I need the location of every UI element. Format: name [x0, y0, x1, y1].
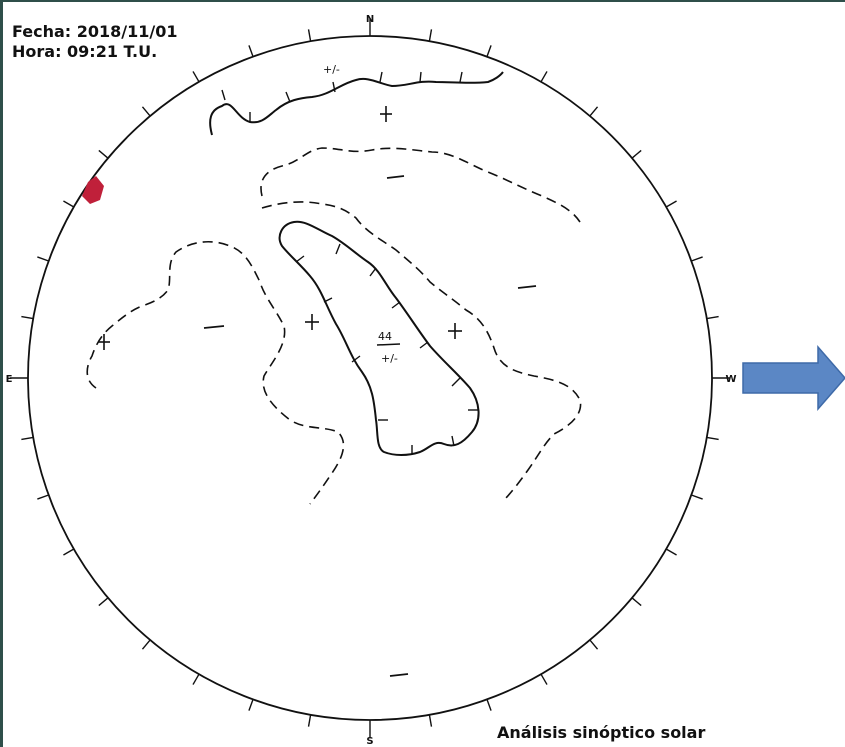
degree-tick — [631, 149, 642, 159]
polar-boundary-line — [209, 71, 504, 136]
degree-tick — [192, 673, 200, 685]
east-label: E — [6, 374, 13, 385]
neutral-line-left — [86, 240, 345, 505]
neutral-lines — [86, 147, 582, 505]
dash-marker — [386, 175, 405, 179]
solar-disk-outline — [27, 35, 713, 721]
degree-tick — [428, 29, 433, 42]
footer-title: Análisis sinóptico solar — [497, 723, 706, 742]
degree-tick — [486, 45, 492, 57]
degree-tick — [37, 494, 49, 500]
degree-tick — [428, 714, 433, 727]
degree-tick — [192, 71, 200, 83]
degree-tick — [665, 548, 677, 556]
dash-marker — [203, 325, 225, 329]
degree-tick — [248, 45, 254, 57]
polarity-label-top: +/- — [323, 63, 340, 76]
degree-tick — [589, 106, 599, 117]
central-region-hatches — [295, 243, 478, 455]
degree-tick — [63, 200, 75, 208]
header-info: Fecha: 2018/11/01 Hora: 09:21 T.U. — [12, 22, 178, 62]
degree-tick — [540, 673, 548, 685]
degree-tick — [248, 699, 254, 711]
arrow-right-icon[interactable] — [742, 344, 845, 412]
dash-marker — [389, 673, 409, 677]
degree-ticks — [10, 18, 730, 738]
degree-tick — [691, 256, 703, 262]
neutral-line-mid — [261, 201, 582, 501]
degree-tick — [21, 315, 34, 320]
center-number-label: 44 — [378, 330, 392, 343]
cross-marker — [380, 106, 392, 122]
polar-boundary-hatches — [221, 71, 463, 122]
degree-tick — [307, 714, 312, 727]
degree-tick — [98, 149, 109, 159]
degree-tick — [486, 699, 492, 711]
west-label: W — [725, 374, 736, 385]
degree-tick — [589, 639, 599, 650]
degree-tick — [631, 597, 642, 607]
degree-tick — [307, 29, 312, 42]
time-label: Hora: 09:21 T.U. — [12, 42, 158, 61]
degree-tick — [665, 200, 677, 208]
degree-tick — [706, 315, 719, 320]
neutral-line-upper — [260, 147, 581, 223]
crosses — [98, 106, 462, 350]
degree-tick — [141, 106, 151, 117]
degree-tick — [98, 597, 109, 607]
degree-tick — [63, 548, 75, 556]
dash-markers — [203, 175, 537, 677]
limb-marker — [82, 176, 104, 204]
degree-tick — [706, 436, 719, 441]
degree-tick — [691, 494, 703, 500]
north-label: N — [366, 14, 374, 25]
degree-tick — [141, 639, 151, 650]
cross-marker — [98, 334, 110, 350]
degree-tick — [540, 71, 548, 83]
degree-tick — [37, 256, 49, 262]
degree-tick — [21, 436, 34, 441]
center-label-rule — [376, 343, 401, 346]
central-region-boundary — [278, 220, 480, 456]
date-label: Fecha: 2018/11/01 — [12, 22, 178, 41]
cross-marker — [448, 323, 462, 339]
cross-marker — [305, 314, 319, 330]
south-label: S — [366, 736, 373, 747]
center-polarity-label: +/- — [381, 352, 398, 365]
dash-marker — [517, 285, 537, 289]
